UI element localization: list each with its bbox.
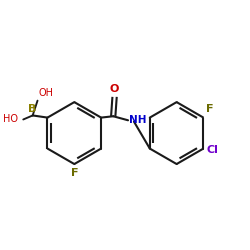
Text: HO: HO bbox=[3, 114, 18, 124]
Text: B: B bbox=[28, 104, 37, 114]
Text: OH: OH bbox=[38, 88, 54, 99]
Text: O: O bbox=[110, 84, 119, 94]
Text: F: F bbox=[206, 104, 213, 114]
Text: F: F bbox=[71, 168, 78, 178]
Text: Cl: Cl bbox=[206, 145, 218, 155]
Text: NH: NH bbox=[129, 115, 146, 125]
